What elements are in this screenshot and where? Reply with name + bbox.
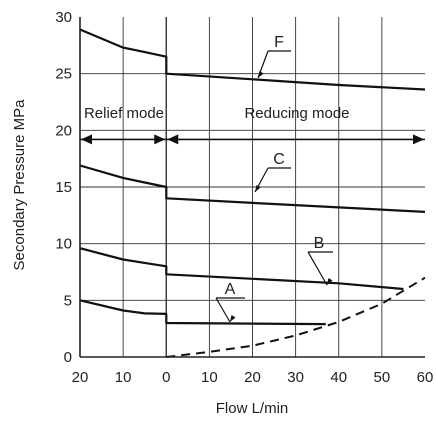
- relief-right-arrowhead: [154, 134, 166, 145]
- plot-frame: [79, 17, 425, 358]
- y-tick-label: 20: [55, 122, 72, 139]
- series-f-leader-arrowhead: [258, 71, 264, 78]
- x-tick-label: 30: [287, 369, 304, 386]
- x-tick-label: 0: [162, 369, 170, 386]
- series-a-leader-arrowhead: [230, 315, 236, 322]
- series-f-label: F: [274, 34, 284, 51]
- series-c-line: [79, 164, 426, 213]
- y-axis-label: Secondary Pressure MPa: [11, 99, 28, 271]
- grid: [80, 17, 425, 357]
- series-c-leader-arrowhead: [255, 185, 261, 192]
- x-tick-label: 50: [374, 369, 391, 386]
- series-a-leader-line: [215, 297, 231, 323]
- x-tick-label: 20: [244, 369, 261, 386]
- x-tick-label: 40: [330, 369, 347, 386]
- reducing-mode-label: Reducing mode: [244, 105, 349, 122]
- series-b-leader-line: [307, 251, 328, 286]
- series-b-leader-arrowhead: [327, 278, 333, 285]
- series-b-line: [79, 247, 404, 291]
- reducing-right-arrowhead: [413, 134, 424, 145]
- series-a-line: [79, 299, 326, 326]
- y-tick-label: 30: [55, 9, 72, 26]
- curve-labels: F C B A: [215, 34, 333, 323]
- y-tick-label: 0: [64, 349, 72, 366]
- x-axis-label: Flow L/min: [216, 400, 289, 417]
- curves: [79, 28, 426, 358]
- x-tick-label: 10: [115, 369, 132, 386]
- relief-mode-label: Relief mode: [84, 105, 164, 122]
- series-b-label: B: [314, 235, 325, 252]
- reducing-left-arrowhead: [167, 134, 179, 145]
- series-f-line: [79, 28, 426, 91]
- y-tick-label: 5: [64, 292, 72, 309]
- x-tick-label: 20: [72, 369, 89, 386]
- series-a-label: A: [225, 281, 236, 298]
- mode-annotations: Relief mode Reducing mode: [80, 105, 425, 145]
- relief-left-arrowhead: [81, 134, 92, 145]
- series-c-label: C: [273, 151, 285, 168]
- y-tick-label: 15: [55, 179, 72, 196]
- x-tick-label: 60: [417, 369, 434, 386]
- y-tick-label: 25: [55, 66, 72, 83]
- y-tick-label: 10: [55, 236, 72, 253]
- tick-labels: 20 10 0 10 20 30 40 50 60 0 5 10 15 20 25 30: [55, 9, 433, 386]
- x-tick-label: 10: [201, 369, 218, 386]
